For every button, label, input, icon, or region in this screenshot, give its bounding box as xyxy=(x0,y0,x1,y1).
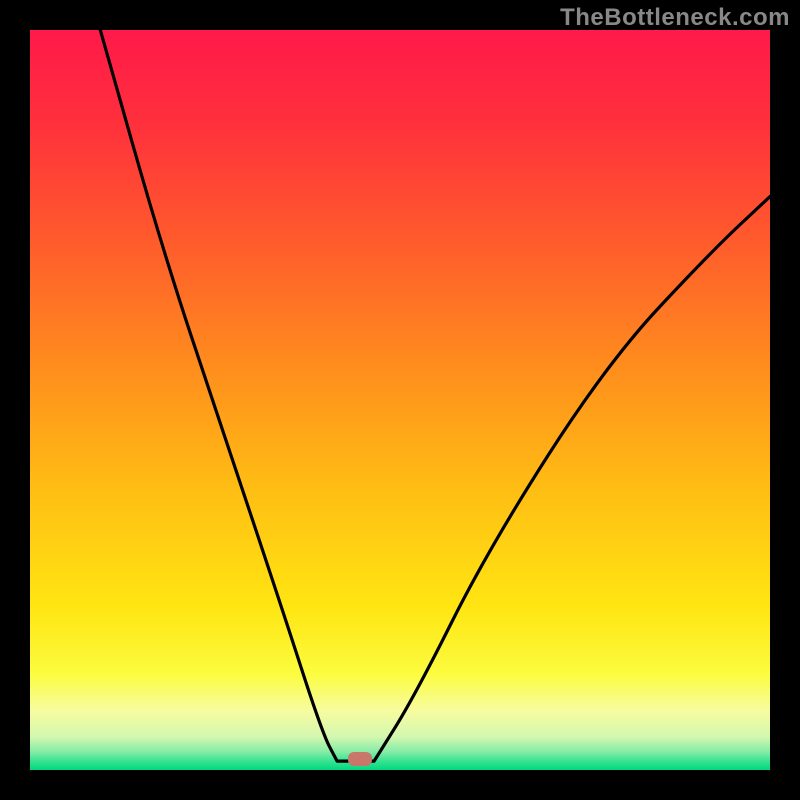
chart-root: TheBottleneck.com xyxy=(0,0,800,800)
plot-area xyxy=(30,30,770,770)
watermark-text: TheBottleneck.com xyxy=(560,4,790,32)
optimal-point-marker xyxy=(348,752,372,766)
bottleneck-curve-path xyxy=(100,30,770,761)
bottleneck-curve-svg xyxy=(30,30,770,770)
